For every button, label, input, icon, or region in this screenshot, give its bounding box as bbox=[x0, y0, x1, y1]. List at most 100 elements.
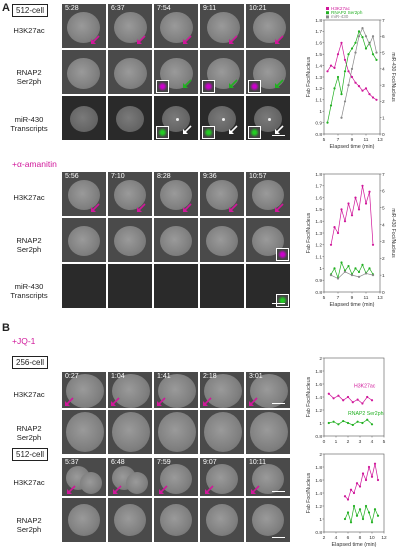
image-a2-h3k27ac: 7:10 bbox=[108, 172, 152, 216]
row-label-h3k27ac-a1: H3K27ac bbox=[13, 26, 45, 35]
image-b2-rnap2 bbox=[246, 498, 290, 542]
y-axis-label: Fab Foci/Nucleus bbox=[306, 212, 312, 253]
nucleus bbox=[206, 464, 238, 494]
panel-letter-b: B bbox=[2, 322, 10, 334]
data-point bbox=[333, 267, 336, 270]
image-b2-rnap2 bbox=[200, 498, 244, 542]
image-b1-h3k27ac: 3:01 bbox=[246, 372, 290, 408]
nucleus bbox=[206, 504, 238, 536]
y-axis-label: Fab Foci/Nucleus bbox=[306, 56, 312, 97]
image-a2-mir430 bbox=[200, 264, 244, 308]
data-point bbox=[375, 98, 378, 101]
data-point bbox=[361, 402, 364, 405]
timestamp: 9:36 bbox=[203, 173, 217, 180]
y-tick-label: 1 bbox=[319, 421, 322, 427]
y2-tick-label: 1 bbox=[382, 116, 385, 122]
x-tick-label: 1 bbox=[335, 439, 338, 445]
y-tick-label: 1.4 bbox=[315, 395, 322, 401]
image-a1-rnap2 bbox=[108, 50, 152, 94]
image-a1-h3k27ac: 10:21 bbox=[246, 4, 290, 48]
data-point bbox=[368, 190, 371, 193]
y-tick-label: 1.6 bbox=[315, 382, 322, 388]
x-tick-label: 7 bbox=[337, 137, 340, 143]
data-point bbox=[349, 488, 353, 491]
data-point bbox=[366, 395, 369, 399]
y-tick-label: 1.2 bbox=[315, 86, 322, 92]
data-point bbox=[357, 275, 361, 278]
y2-tick-label: 1 bbox=[382, 273, 385, 279]
data-point bbox=[343, 220, 347, 223]
data-point bbox=[343, 517, 347, 521]
data-point bbox=[373, 462, 377, 465]
data-point bbox=[364, 202, 368, 205]
data-point bbox=[340, 93, 343, 96]
y-tick-label: 1.8 bbox=[315, 369, 322, 375]
arrow-icon bbox=[274, 76, 284, 88]
data-point bbox=[355, 514, 359, 517]
arrow-icon bbox=[202, 394, 212, 406]
x-tick-label: 9 bbox=[351, 137, 354, 143]
data-point bbox=[329, 274, 333, 277]
data-point bbox=[342, 399, 345, 402]
annotation-rnap2: RNAP2 Ser2ph bbox=[348, 411, 384, 417]
arrow-icon bbox=[64, 394, 74, 406]
y-tick-label: 1.8 bbox=[315, 172, 322, 178]
data-point bbox=[370, 521, 374, 524]
y2-tick-label: 5 bbox=[382, 50, 385, 56]
image-b2-rnap2 bbox=[62, 498, 106, 542]
image-a2-rnap2 bbox=[154, 218, 198, 262]
image-a1-rnap2 bbox=[154, 50, 198, 94]
y2-tick-label: 2 bbox=[382, 256, 385, 262]
image-a2-mir430 bbox=[154, 264, 198, 308]
y2-tick-label: 6 bbox=[382, 189, 385, 195]
image-b1-rnap2 bbox=[154, 410, 198, 454]
arrow-icon bbox=[228, 32, 238, 44]
y2-tick-label: 6 bbox=[382, 34, 385, 40]
y-tick-label: 1.6 bbox=[315, 478, 322, 484]
data-point bbox=[333, 66, 336, 69]
y-tick-label: 0.9 bbox=[315, 120, 322, 126]
inset-zoom bbox=[202, 80, 215, 93]
y-tick-label: 1.4 bbox=[315, 219, 322, 225]
data-point bbox=[354, 196, 357, 199]
image-b1-h3k27ac: 0:27 bbox=[62, 372, 106, 408]
data-point bbox=[361, 184, 364, 187]
timestamp: 9:07 bbox=[203, 459, 217, 466]
series-line bbox=[341, 27, 377, 118]
y2-tick-label: 5 bbox=[382, 206, 385, 212]
y-tick-label: 1.1 bbox=[315, 254, 322, 260]
data-point bbox=[355, 482, 359, 485]
arrow-icon bbox=[248, 394, 258, 406]
inset-zoom bbox=[202, 126, 215, 139]
stage-label-512-b: 512-cell bbox=[12, 448, 49, 461]
nucleus bbox=[116, 106, 144, 132]
y-tick-label: 2 bbox=[319, 452, 322, 458]
arrow-icon bbox=[90, 32, 100, 44]
image-a1-rnap2 bbox=[246, 50, 290, 94]
data-point bbox=[343, 58, 347, 62]
arrow-icon bbox=[156, 394, 166, 406]
legend-entry: miR-430 bbox=[331, 14, 349, 19]
row-label-rnap2-b1: RNAP2 Ser2ph bbox=[16, 424, 42, 442]
treatment-label-jq1: +JQ-1 bbox=[12, 336, 36, 346]
image-a2-mir430 bbox=[62, 264, 106, 308]
data-point bbox=[343, 100, 347, 103]
x-tick-label: 9 bbox=[351, 295, 354, 301]
image-b2-h3k27ac: 10:11 bbox=[246, 458, 290, 496]
data-point bbox=[327, 392, 330, 395]
x-tick-label: 8 bbox=[359, 535, 362, 541]
x-tick-label: 0 bbox=[323, 439, 326, 445]
x-tick-label: 2 bbox=[323, 535, 326, 541]
x-tick-label: 5 bbox=[383, 439, 386, 445]
y-tick-label: 1.8 bbox=[315, 18, 322, 24]
timestamp: 2:18 bbox=[203, 373, 217, 380]
data-point bbox=[356, 398, 359, 401]
data-point bbox=[364, 504, 368, 508]
timestamp: 5:28 bbox=[65, 5, 79, 12]
data-point bbox=[340, 208, 343, 211]
chart-a-amanitin: 0.8 0.9 1 1.1 1.2 1.3 1.4 1.5 1.6 1.7 1.8 0 1 2 3 4 5 6 7 m… bbox=[306, 172, 396, 308]
nucleus bbox=[252, 180, 284, 210]
row-label-h3k27ac-a2: H3K27ac bbox=[13, 193, 45, 202]
legend-entry: RNAP2 Ser2ph bbox=[331, 10, 363, 15]
nucleus bbox=[113, 12, 147, 43]
